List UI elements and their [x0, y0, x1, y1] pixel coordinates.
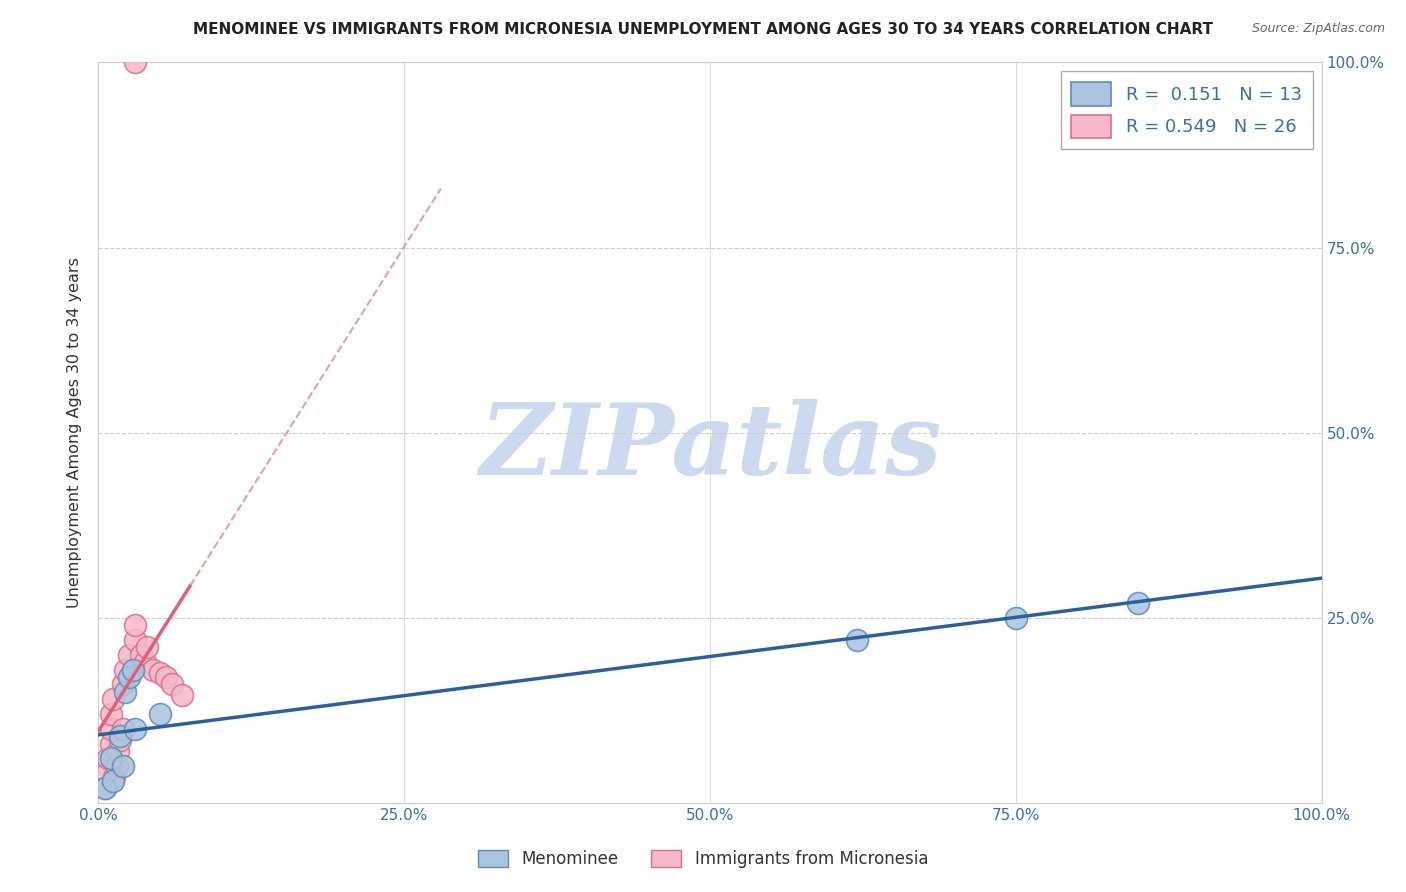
Point — [93, 780, 115, 795]
Point — [100, 706, 122, 721]
Point — [134, 655, 156, 669]
Point — [105, 758, 128, 772]
Y-axis label: Unemployment Among Ages 30 to 34 years: Unemployment Among Ages 30 to 34 years — [67, 257, 83, 608]
Point — [96, 766, 118, 780]
Point — [124, 55, 146, 70]
Point — [124, 722, 146, 736]
Point — [107, 744, 129, 758]
Point — [97, 751, 120, 765]
Point — [110, 729, 132, 743]
Point — [110, 732, 132, 747]
Point — [160, 677, 183, 691]
Point — [1128, 596, 1150, 610]
Text: MENOMINEE VS IMMIGRANTS FROM MICRONESIA UNEMPLOYMENT AMONG AGES 30 TO 34 YEARS C: MENOMINEE VS IMMIGRANTS FROM MICRONESIA … — [193, 22, 1213, 37]
Text: Source: ZipAtlas.com: Source: ZipAtlas.com — [1251, 22, 1385, 36]
Point — [111, 722, 134, 736]
Point — [111, 758, 134, 772]
Point — [124, 618, 146, 632]
Legend: R =  0.151   N = 13, R = 0.549   N = 26: R = 0.151 N = 13, R = 0.549 N = 26 — [1060, 71, 1313, 149]
Text: ZIPatlas: ZIPatlas — [479, 400, 941, 496]
Point — [93, 780, 115, 795]
Point — [100, 751, 122, 765]
Point — [136, 640, 159, 655]
Point — [114, 685, 136, 699]
Point — [142, 663, 165, 677]
Point — [149, 706, 172, 721]
Point — [118, 648, 141, 662]
Point — [111, 677, 134, 691]
Point — [100, 722, 122, 736]
Legend: Menominee, Immigrants from Micronesia: Menominee, Immigrants from Micronesia — [471, 843, 935, 875]
Point — [845, 632, 868, 647]
Point — [100, 737, 122, 751]
Point — [170, 689, 193, 703]
Point — [121, 663, 143, 677]
Point — [129, 648, 152, 662]
Point — [101, 773, 124, 788]
Point — [155, 670, 177, 684]
Point — [103, 770, 125, 784]
Point — [114, 663, 136, 677]
Point — [1004, 611, 1026, 625]
Point — [124, 632, 146, 647]
Point — [101, 692, 124, 706]
Point — [118, 670, 141, 684]
Point — [149, 666, 172, 681]
